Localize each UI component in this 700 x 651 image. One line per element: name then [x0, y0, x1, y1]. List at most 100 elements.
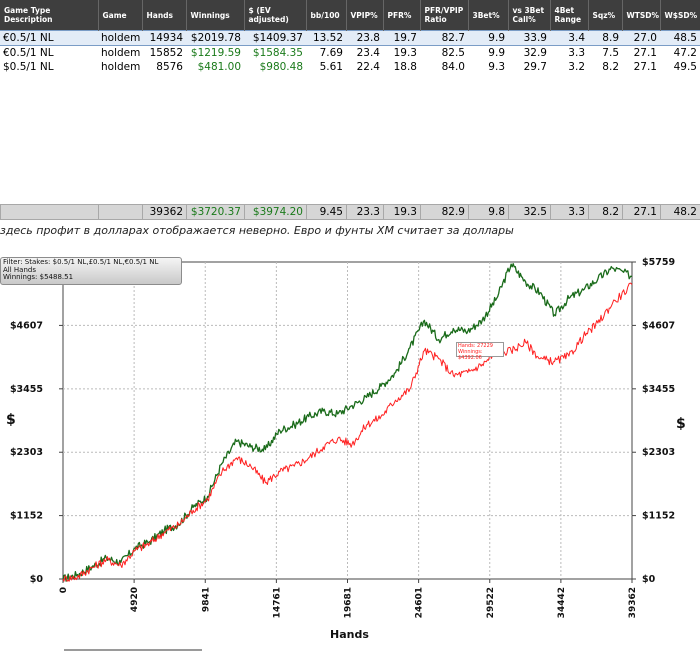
column-header[interactable]: VPIP% [346, 0, 384, 31]
total-pfr: 19.3 [383, 204, 421, 220]
cell-vs3bet-call: 32.9 [523, 47, 547, 59]
x-tick-label: 14761 [272, 587, 282, 618]
filter-box: Filter: Stakes: $0.5/1 NL,£0.5/1 NL,€0.5… [0, 257, 182, 285]
table-row[interactable]: €0.5/1 NL holdem 14934 $2019.78 $1409.37… [0, 30, 700, 46]
cell-bb100: 5.61 [319, 61, 343, 73]
total-3bet: 9.8 [468, 204, 509, 220]
column-header[interactable]: PFR% [383, 0, 421, 31]
cell-sqz: 8.9 [588, 30, 622, 46]
cell-wtsd: 27.1 [633, 61, 657, 73]
column-header[interactable]: Winnings [186, 0, 245, 31]
tooltip-winnings: Winnings: $4392.06 [458, 349, 483, 361]
cell-stakes: €0.5/1 NL [3, 47, 54, 59]
cell-pfr: 18.8 [393, 61, 417, 73]
y-tick-label-right: $0 [642, 574, 656, 585]
column-header[interactable]: 4Bet Range [550, 0, 589, 31]
total-winnings: $3720.37 [186, 204, 245, 220]
x-tick-label: 34442 [557, 587, 567, 618]
winnings-line [62, 263, 632, 582]
y-tick-label-left: $1152 [10, 511, 43, 522]
cell-vpip: 22.4 [356, 61, 380, 73]
cell-hands: 15852 [149, 47, 183, 59]
cell-pfr: 19.3 [393, 47, 417, 59]
x-tick-label: 29522 [486, 587, 496, 618]
x-tick-label: 39362 [628, 587, 638, 618]
cell-pfr-vpip: 82.7 [420, 30, 468, 46]
table-row[interactable]: €0.5/1 NL holdem 15852 $1219.59 $1584.35… [0, 46, 700, 61]
column-header[interactable]: WTSD% [622, 0, 661, 31]
column-header[interactable]: 3Bet% [468, 0, 509, 31]
note-text: здесь профит в долларах отображается нев… [0, 224, 514, 237]
filter-winnings: Winnings: $5488.51 [3, 273, 74, 281]
cell-hands: 8576 [156, 61, 183, 73]
cell-vpip: 23.8 [346, 30, 383, 46]
cell-wsd: 49.5 [673, 61, 697, 73]
cell-pfr-vpip: 82.5 [441, 47, 465, 59]
total-ev-winnings: $3974.20 [244, 204, 307, 220]
y-tick-label-right: $4607 [642, 320, 675, 331]
ev-adjusted-line [62, 282, 633, 582]
cell-stakes: $0.5/1 NL [3, 61, 54, 73]
cell-ev-winnings: $1584.35 [252, 47, 303, 59]
total-wtsd: 27.1 [622, 204, 661, 220]
cell-winnings: $1219.59 [190, 47, 241, 59]
cell-3bet: 9.3 [488, 61, 505, 73]
cell-wtsd: 27.0 [622, 30, 660, 46]
cell-game: holdem [101, 47, 141, 59]
cell-winnings: $481.00 [197, 61, 241, 73]
column-header[interactable]: W$SD% [660, 0, 700, 31]
x-tick-label: 19681 [344, 587, 354, 618]
table-header-row: Game Type Description Game Hands Winning… [0, 0, 700, 31]
cell-ev-winnings: $980.48 [259, 61, 303, 73]
total-vpip: 23.3 [346, 204, 384, 220]
cell-wsd: 48.5 [660, 30, 700, 46]
cell-4bet-range: 3.2 [568, 61, 585, 73]
filter-line: All Hands [3, 265, 36, 274]
column-header[interactable]: bb/100 [306, 0, 347, 31]
filter-line: Filter: Stakes: $0.5/1 NL,£0.5/1 NL,€0.5… [3, 258, 159, 266]
cell-3bet: 9.9 [488, 47, 505, 59]
column-header[interactable]: PFR/VPIP Ratio [420, 0, 469, 31]
column-header[interactable]: Game Type Description [0, 0, 99, 31]
y-axis-title-right: $ [676, 416, 686, 432]
column-header[interactable]: vs 3Bet Call% [508, 0, 551, 31]
cell-pfr: 19.7 [383, 30, 420, 46]
total-4bet-range: 3.3 [550, 204, 589, 220]
cell-stakes: €0.5/1 NL [0, 30, 98, 46]
cell-winnings: $2019.78 [186, 30, 244, 46]
cell-vs3bet-call: 33.9 [508, 30, 550, 46]
cell-bb100: 13.52 [306, 30, 346, 46]
y-tick-label-left: $0 [30, 574, 44, 585]
totals-row: 39362 $3720.37 $3974.20 9.45 23.3 19.3 8… [0, 204, 700, 220]
cell-4bet-range: 3.4 [550, 30, 588, 46]
column-header[interactable]: $ (EV adjusted) [244, 0, 307, 31]
scrollbar[interactable] [64, 649, 202, 651]
total-sqz: 8.2 [588, 204, 623, 220]
y-tick-label-right: $3455 [642, 384, 675, 395]
cell-4bet-range: 3.3 [568, 47, 585, 59]
cell-3bet: 9.9 [468, 30, 508, 46]
total-vs3bet-call: 32.5 [508, 204, 551, 220]
table-row[interactable]: $0.5/1 NL holdem 8576 $481.00 $980.48 5.… [0, 60, 700, 74]
y-tick-label-left: $4607 [10, 320, 43, 331]
hover-tooltip: Hands: 27229 Winnings: $4392.06 [456, 342, 504, 361]
column-header[interactable]: Sqz% [588, 0, 623, 31]
column-header[interactable]: Hands [142, 0, 187, 31]
total-cell [98, 204, 143, 220]
total-pfr-vpip: 82.9 [420, 204, 469, 220]
winnings-graph: $0 $0 $1152 $1152 $2303 $2303 $3455 $3455 $4607 $… [10, 257, 675, 618]
cell-wsd: 47.2 [673, 47, 697, 59]
x-tick-label: 24601 [415, 587, 425, 618]
total-bb100: 9.45 [306, 204, 347, 220]
stats-table: Game Type Description Game Hands Winning… [0, 0, 700, 74]
cell-game: holdem [101, 61, 141, 73]
total-hands: 39362 [142, 204, 187, 220]
total-cell [0, 204, 99, 220]
cell-bb100: 7.69 [319, 47, 343, 59]
cell-ev-winnings: $1409.37 [244, 30, 306, 46]
cell-sqz: 7.5 [602, 47, 619, 59]
column-header[interactable]: Game [98, 0, 143, 31]
cell-pfr-vpip: 84.0 [441, 61, 465, 73]
x-axis-title: Hands [330, 628, 369, 641]
cell-hands: 14934 [142, 30, 186, 46]
